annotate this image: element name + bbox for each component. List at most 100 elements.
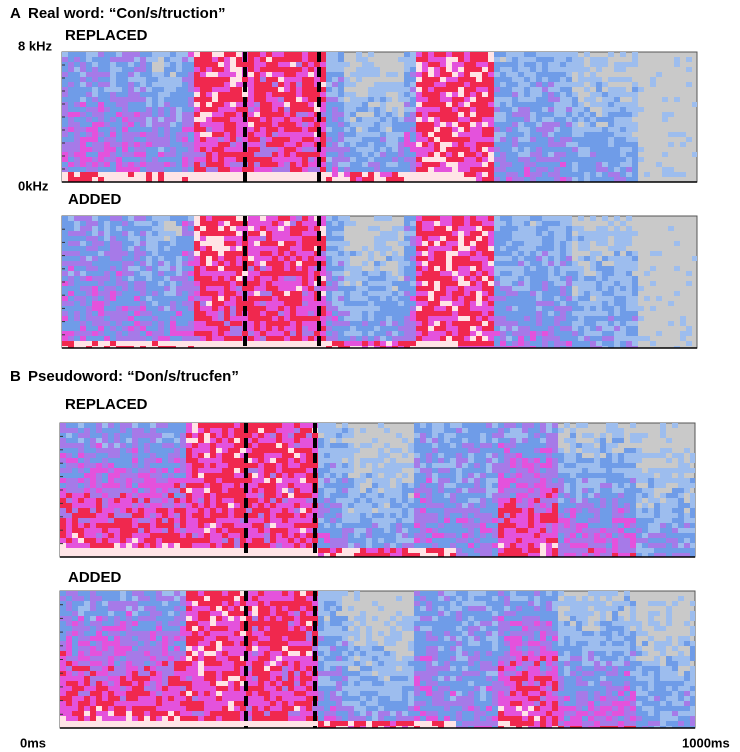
spectrogram-cell (104, 112, 110, 117)
spectrogram-cell (512, 341, 518, 346)
spectrogram-cell (80, 67, 86, 72)
spectrogram-cell (92, 147, 98, 152)
spectrogram-cell (296, 311, 302, 316)
spectrogram-cell (470, 331, 476, 336)
spectrogram-cell (374, 226, 380, 231)
spectrogram-cell (134, 326, 140, 331)
spectrogram-cell (296, 316, 302, 321)
spectrogram-cell (278, 72, 284, 77)
spectrogram-cell (590, 276, 596, 281)
spectrogram-cell (152, 112, 158, 117)
spectrogram-cell (380, 331, 386, 336)
spectrogram-cell (332, 221, 338, 226)
spectrogram-cell (344, 216, 350, 221)
spectrogram-cell (650, 77, 656, 82)
spectrogram-cell (362, 127, 368, 132)
spectrogram-cell (140, 246, 146, 251)
spectrogram-cell (614, 296, 620, 301)
spectrogram-cell (302, 162, 308, 167)
spectrogram-cell (308, 281, 314, 286)
spectrogram-cell (386, 291, 392, 296)
spectrogram-cell (134, 251, 140, 256)
spectrogram-cell (176, 67, 182, 72)
spectrogram-cell (212, 286, 218, 291)
spectrogram-cell (164, 286, 170, 291)
spectrogram-cell (62, 231, 68, 236)
spectrogram-cell (254, 162, 260, 167)
spectrogram-cell (74, 296, 80, 301)
spectrogram-cell (584, 316, 590, 321)
spectrogram-cell (368, 341, 374, 346)
spectrogram-cell (530, 291, 536, 296)
spectrogram-cell (230, 67, 236, 72)
spectrogram-cell (416, 231, 422, 236)
spectrogram-cell (350, 162, 356, 167)
spectrogram-cell (476, 216, 482, 221)
spectrogram-cell (320, 107, 326, 112)
spectrogram-cell (614, 127, 620, 132)
spectrogram-cell (632, 296, 638, 301)
spectrogram-cell (482, 107, 488, 112)
spectrogram-cell (110, 321, 116, 326)
spectrogram-cell (572, 97, 578, 102)
spectrogram-cell (326, 261, 332, 266)
spectrogram-cell (224, 57, 230, 62)
spectrogram-cell (464, 276, 470, 281)
spectrogram-cell (278, 321, 284, 326)
spectrogram-cell (146, 112, 152, 117)
spectrogram-cell (242, 122, 248, 127)
spectrogram-cell (248, 67, 254, 72)
spectrogram-cell (416, 127, 422, 132)
spectrogram-cell (506, 331, 512, 336)
spectrogram-cell (332, 147, 338, 152)
spectrogram-cell (92, 336, 98, 341)
spectrogram-cell (98, 117, 104, 122)
spectrogram-cell (260, 162, 266, 167)
spectrogram-cell (176, 127, 182, 132)
spectrogram-cell (110, 236, 116, 241)
spectrogram-cell (206, 142, 212, 147)
spectrogram-cell (596, 67, 602, 72)
spectrogram-cell (380, 137, 386, 142)
spectrogram-cell (80, 117, 86, 122)
spectrogram-cell (72, 448, 78, 453)
spectrogram-cell (488, 281, 494, 286)
spectrogram-cell (512, 331, 518, 336)
spectrogram-cell (560, 251, 566, 256)
spectrogram-cell (248, 241, 254, 246)
spectrogram-cell (212, 251, 218, 256)
spectrogram-cell (536, 122, 542, 127)
spectrogram-cell (74, 331, 80, 336)
spectrogram-cell (356, 132, 362, 137)
spectrogram-cell (242, 107, 248, 112)
spectrogram-cell (74, 241, 80, 246)
spectrogram-cell (554, 127, 560, 132)
spectrogram-cell (62, 341, 68, 346)
spectrogram-cell (66, 553, 72, 557)
spectrogram-cell (368, 67, 374, 72)
spectrogram-cell (596, 346, 602, 348)
spectrogram-cell (66, 518, 72, 523)
spectrogram-cell (260, 236, 266, 241)
spectrogram-cell (248, 167, 254, 172)
spectrogram-cell (260, 316, 266, 321)
spectrogram-cell (152, 92, 158, 97)
spectrogram-cell (518, 107, 524, 112)
spectrogram-cell (470, 147, 476, 152)
spectrogram-cell (554, 167, 560, 172)
spectrogram-cell (428, 177, 434, 182)
spectrogram-cell (524, 271, 530, 276)
spectrogram-cell (380, 316, 386, 321)
spectrogram-cell (356, 296, 362, 301)
spectrogram-cell (380, 251, 386, 256)
spectrogram-cell (494, 112, 500, 117)
spectrogram-cell (110, 147, 116, 152)
spectrogram-cell (80, 311, 86, 316)
spectrogram-cell (302, 172, 308, 177)
spectrogram-cell (140, 142, 146, 147)
spectrogram-cell (230, 77, 236, 82)
spectrogram-cell (452, 321, 458, 326)
spectrogram-cell (446, 142, 452, 147)
spectrogram-cell (494, 132, 500, 137)
spectrogram-cell (458, 281, 464, 286)
